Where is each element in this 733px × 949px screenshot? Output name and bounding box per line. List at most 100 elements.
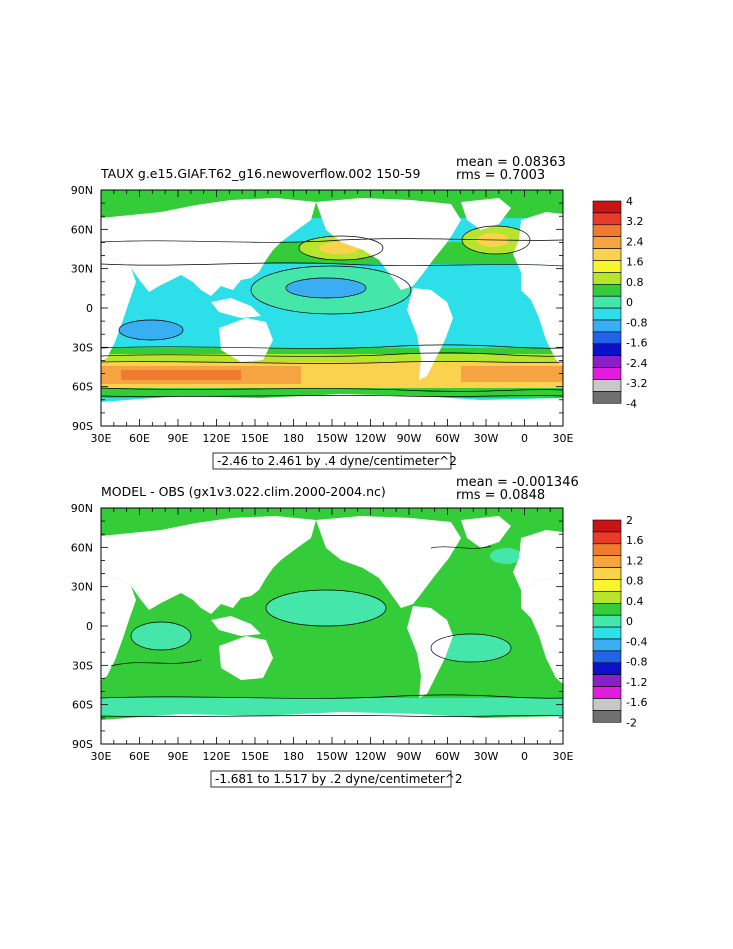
colorbar-swatch <box>592 614 622 628</box>
lon-label: 30W <box>474 750 499 763</box>
rms-label: rms = 0.0848 <box>456 488 545 503</box>
colorbar-swatch <box>592 331 622 345</box>
lat-label: 60S <box>72 381 93 394</box>
lon-label: 150W <box>316 750 348 763</box>
lon-label: 120E <box>203 432 231 445</box>
range-label: -1.681 to 1.517 by .2 dyne/centimeter^2 <box>215 772 462 786</box>
lon-label: 150E <box>241 432 269 445</box>
colorbar-label: -0.8 <box>626 656 647 669</box>
lon-label: 90W <box>397 750 422 763</box>
colorbar-swatch <box>592 295 622 309</box>
colorbar-label: -2 <box>626 716 637 729</box>
colorbar-label: 4 <box>626 195 633 208</box>
colorbar-label: 1.6 <box>626 256 644 269</box>
lon-label: 120W <box>355 432 387 445</box>
lat-label: 30N <box>71 263 93 276</box>
lon-label: 90E <box>168 750 189 763</box>
lat-axis-labels: 90N 60N 30N 0 30S 60S 90S <box>71 184 93 433</box>
lon-label: 60E <box>129 432 150 445</box>
colorbar-swatch <box>592 567 622 580</box>
colorbar-swatch <box>592 367 622 380</box>
colorbar-label: 0.8 <box>626 575 644 588</box>
colorbar-swatch <box>592 236 622 249</box>
colorbar: 2 1.6 1.2 0.8 0.4 0 -0.4 -0.8 -1.2 -1.6 -2 <box>592 514 647 729</box>
panel-model-minus-obs: MODEL - OBS (gx1v3.022.clim.2000-2004.nc… <box>71 475 647 788</box>
lon-label: 150E <box>241 750 269 763</box>
lon-label: 0 <box>521 750 528 763</box>
mean-label: mean = -0.001346 <box>456 475 579 490</box>
lon-label: 150W <box>316 432 348 445</box>
colorbar-label: -0.8 <box>626 316 647 329</box>
colorbar: 4 3.2 2.4 1.6 0.8 0 -0.8 -1.6 -2.4 -3.2 -4 <box>592 195 647 410</box>
colorbar-swatch <box>592 355 622 368</box>
lon-label: 90E <box>168 432 189 445</box>
colorbar-swatch <box>592 260 622 273</box>
range-label: -2.46 to 2.461 by .4 dyne/centimeter^2 <box>217 454 457 468</box>
colorbar-swatch <box>592 319 622 333</box>
lat-label: 90S <box>72 420 93 433</box>
colorbar-label: -1.6 <box>626 696 647 709</box>
colorbar-swatch <box>592 283 622 297</box>
lon-label: 60W <box>435 750 460 763</box>
colorbar-label: 1.2 <box>626 554 644 567</box>
colorbar-label: 3.2 <box>626 215 644 228</box>
rms-label: rms = 0.7003 <box>456 168 545 183</box>
colorbar-swatch <box>592 650 622 664</box>
lon-label: 30E <box>91 432 112 445</box>
colorbar-swatch <box>592 531 622 545</box>
lon-label: 30E <box>91 750 112 763</box>
colorbar-swatch <box>592 638 622 652</box>
colorbar-swatch <box>592 543 622 556</box>
colorbar-swatch <box>592 602 622 616</box>
lat-label: 90N <box>71 502 93 515</box>
colorbar-label: 0 <box>626 615 633 628</box>
lat-label: 90S <box>72 738 93 751</box>
colorbar-swatch <box>592 626 622 640</box>
lon-label: 30E <box>553 432 574 445</box>
colorbar-swatch <box>592 710 622 723</box>
colorbar-swatch <box>592 591 622 604</box>
lon-label: 60E <box>129 750 150 763</box>
colorbar-swatch <box>592 212 622 226</box>
lat-label: 60N <box>71 223 93 236</box>
colorbar-swatch <box>592 224 622 238</box>
colorbar-label: 0.8 <box>626 276 644 289</box>
lat-label: 90N <box>71 184 93 197</box>
lat-axis-labels: 90N 60N 30N 0 30S 60S 90S <box>71 502 93 751</box>
lat-label: 30S <box>72 659 93 672</box>
lat-label: 30S <box>72 341 93 354</box>
panel-title: TAUX g.e15.GIAF.T62_g16.newoverflow.002 … <box>100 166 421 181</box>
lon-label: 120E <box>203 750 231 763</box>
lon-label: 60W <box>435 432 460 445</box>
colorbar-swatch <box>592 307 622 321</box>
colorbar-swatch <box>592 519 622 533</box>
colorbar-swatch <box>592 200 622 214</box>
colorbar-label: -1.2 <box>626 676 647 689</box>
colorbar-label: 0.4 <box>626 595 644 608</box>
lon-axis-labels: 30E 60E 90E 120E 150E 180 150W 120W 90W 60W 30W 0 30… <box>91 750 574 763</box>
panel-taux: TAUX g.e15.GIAF.T62_g16.newoverflow.002 … <box>71 155 647 470</box>
colorbar-label: 0 <box>626 296 633 309</box>
colorbar-swatch <box>592 686 622 699</box>
colorbar-swatch <box>592 391 622 404</box>
colorbar-label: -0.4 <box>626 635 647 648</box>
map-frame <box>100 507 564 745</box>
colorbar-swatch <box>592 555 622 568</box>
colorbar-label: -1.6 <box>626 337 647 350</box>
lon-label: 180 <box>283 750 304 763</box>
colorbar-label: -3.2 <box>626 377 647 390</box>
range-box <box>210 770 452 788</box>
lon-label: 30W <box>474 432 499 445</box>
colorbar-label: 2 <box>626 514 633 527</box>
lat-label: 0 <box>86 302 93 315</box>
axis-ticks <box>100 189 564 427</box>
lon-label: 90W <box>397 432 422 445</box>
colorbar-label: -4 <box>626 397 637 410</box>
mean-label: mean = 0.08363 <box>456 155 566 170</box>
colorbar-label: 2.4 <box>626 235 644 248</box>
lon-label: 120W <box>355 750 387 763</box>
colorbar-label: -2.4 <box>626 357 647 370</box>
colorbar-swatch <box>592 662 622 675</box>
colorbar-swatch <box>592 379 622 392</box>
